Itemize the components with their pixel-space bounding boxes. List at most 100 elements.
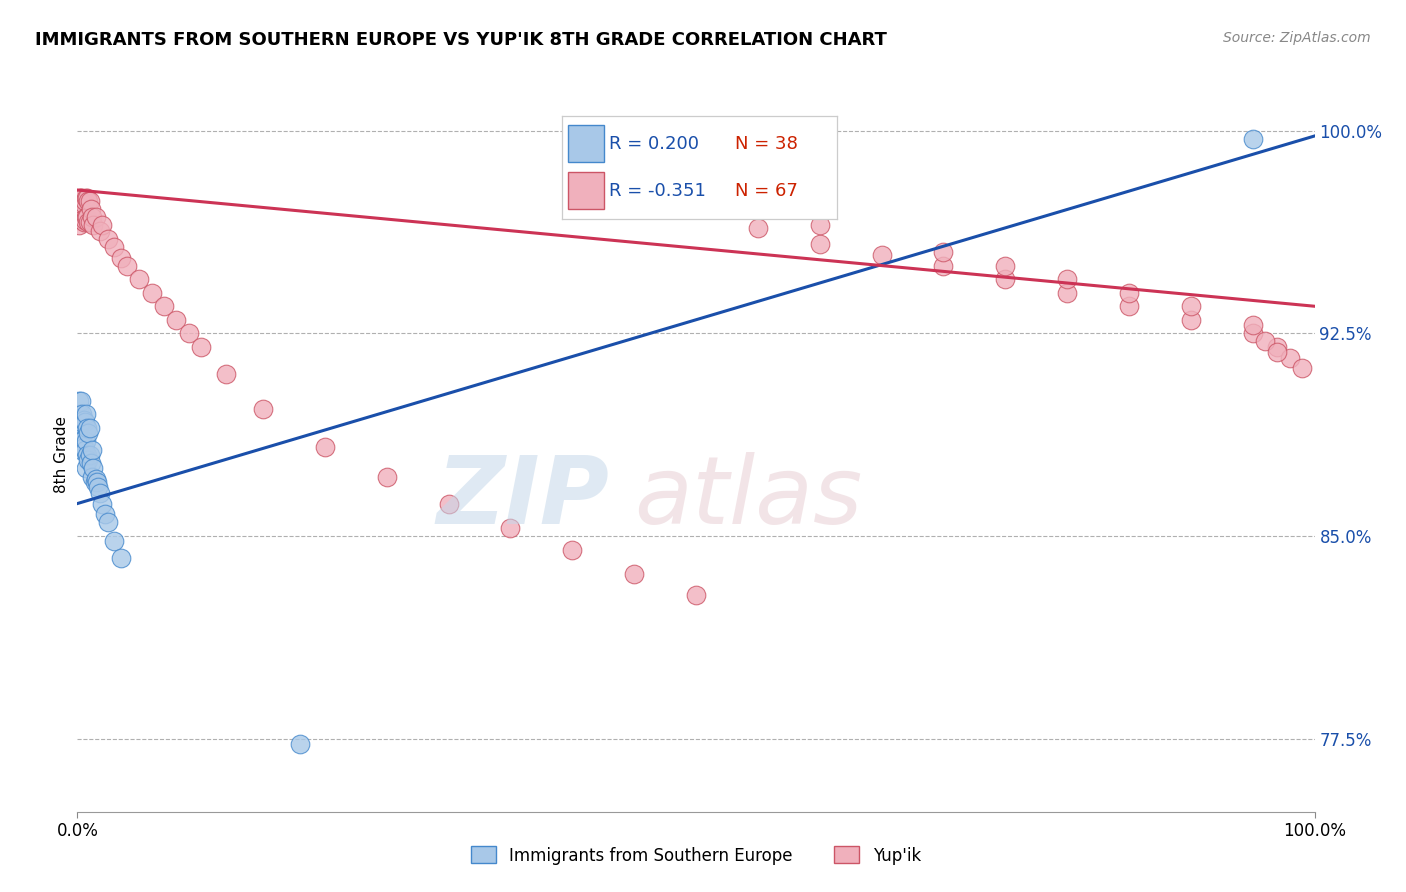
Point <box>70 442 93 457</box>
Point <box>67 199 90 213</box>
Point <box>1291 361 1313 376</box>
Point <box>110 550 132 565</box>
Point <box>808 237 831 252</box>
Point <box>76 448 98 462</box>
Point <box>76 210 98 224</box>
Point <box>165 312 187 326</box>
Point <box>70 416 93 430</box>
Point <box>1241 131 1264 145</box>
Point <box>808 218 831 232</box>
Point <box>82 461 104 475</box>
Point <box>82 218 104 232</box>
Point <box>89 485 111 500</box>
Text: atlas: atlas <box>634 452 862 543</box>
Point <box>685 589 707 603</box>
Point <box>76 191 98 205</box>
Point <box>75 210 97 224</box>
Point <box>86 475 108 489</box>
Point <box>70 191 93 205</box>
Point <box>153 299 176 313</box>
Point <box>103 240 125 254</box>
Point <box>69 434 91 449</box>
Point <box>82 210 104 224</box>
Point <box>77 215 100 229</box>
Point <box>73 442 96 457</box>
Point <box>932 245 955 260</box>
Point <box>75 434 97 449</box>
Point <box>72 413 94 427</box>
Text: N = 38: N = 38 <box>735 135 799 153</box>
Point <box>69 210 91 224</box>
Point <box>89 223 111 237</box>
Point <box>77 453 100 467</box>
Point <box>1241 318 1264 333</box>
Text: R = 0.200: R = 0.200 <box>609 135 699 153</box>
FancyBboxPatch shape <box>568 172 603 210</box>
Point <box>499 521 522 535</box>
Point <box>67 393 90 408</box>
Point <box>73 194 96 208</box>
Point <box>747 199 769 213</box>
Point <box>72 215 94 229</box>
Point <box>82 442 104 457</box>
Point <box>72 434 94 449</box>
Point <box>870 248 893 262</box>
Point <box>72 191 94 205</box>
Point <box>103 534 125 549</box>
Point <box>252 401 274 416</box>
Point <box>91 218 114 232</box>
Point <box>561 542 583 557</box>
Point <box>83 475 105 489</box>
Point <box>67 218 90 232</box>
Point <box>75 191 97 205</box>
Point <box>72 212 94 227</box>
Point <box>288 737 311 751</box>
Point <box>177 326 200 341</box>
Point <box>994 272 1017 286</box>
Point <box>72 196 94 211</box>
Point <box>70 393 93 408</box>
Point <box>77 194 100 208</box>
Point <box>79 421 101 435</box>
Point <box>97 516 120 530</box>
Point <box>79 448 101 462</box>
Point <box>1056 272 1078 286</box>
Text: R = -0.351: R = -0.351 <box>609 182 706 200</box>
FancyBboxPatch shape <box>568 125 603 162</box>
Point <box>1118 299 1140 313</box>
Point <box>1254 334 1277 349</box>
Point <box>87 480 110 494</box>
Point <box>747 220 769 235</box>
Point <box>97 232 120 246</box>
Text: Source: ZipAtlas.com: Source: ZipAtlas.com <box>1223 31 1371 45</box>
Point <box>84 210 107 224</box>
Point <box>80 202 103 216</box>
Point <box>437 497 460 511</box>
Point <box>623 566 645 581</box>
Point <box>115 259 138 273</box>
Point <box>69 191 91 205</box>
Point <box>79 215 101 229</box>
Point <box>70 210 93 224</box>
Point <box>314 440 336 454</box>
Point <box>72 408 94 422</box>
Point <box>1267 340 1289 354</box>
Point <box>932 259 955 273</box>
Point <box>80 456 103 470</box>
Point <box>91 497 114 511</box>
Point <box>1118 285 1140 300</box>
Point <box>128 272 150 286</box>
Point <box>79 194 101 208</box>
Point <box>110 251 132 265</box>
Point <box>215 367 238 381</box>
Point <box>76 421 98 435</box>
Point <box>1267 345 1289 359</box>
Point <box>93 508 115 522</box>
Point <box>1056 285 1078 300</box>
Point <box>1241 326 1264 341</box>
Point <box>1180 299 1202 313</box>
Text: IMMIGRANTS FROM SOUTHERN EUROPE VS YUP'IK 8TH GRADE CORRELATION CHART: IMMIGRANTS FROM SOUTHERN EUROPE VS YUP'I… <box>35 31 887 49</box>
Text: N = 67: N = 67 <box>735 182 799 200</box>
Point <box>75 408 97 422</box>
Point <box>994 259 1017 273</box>
